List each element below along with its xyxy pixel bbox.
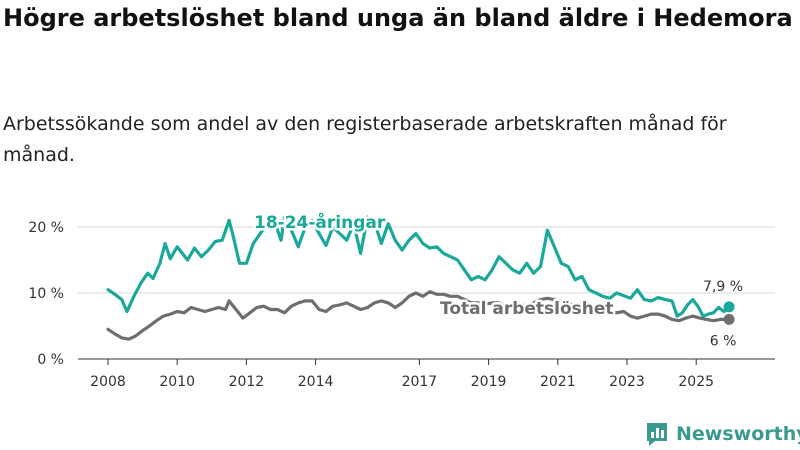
x-tick-label: 2017 [402,374,438,390]
gridlines [78,226,775,294]
total-series-label: Total arbetslöshet [440,299,614,319]
x-tick-label: 2025 [678,374,714,390]
chart-title: Högre arbetslöshet bland unga än bland ä… [3,4,793,32]
y-tick-label: 20 % [28,220,64,236]
labels: 7,9 % 6 % 18-24-åringar Total arbetslöshet [252,209,744,350]
x-tick-label: 2014 [298,374,334,390]
series-lines [106,215,735,341]
axes: 0 % 10 % 20 % 2008 2010 2012 2014 2017 2019 2021 2… [28,220,775,390]
total-end-label: 6 % [710,333,737,349]
y-tick-label: 0 % [37,352,64,368]
x-tick-label: 2008 [90,374,126,390]
youth-end-marker [723,301,735,313]
brand-name: Newsworthy [676,423,800,445]
x-tick-label: 2012 [229,374,265,390]
youth-end-label: 7,9 % [703,279,743,295]
bar-chart-logo-icon [647,423,667,446]
newsworthy-logo[interactable]: Newsworthy [645,420,800,448]
x-tick-label: 2023 [609,374,645,390]
x-tick-label: 2021 [540,374,576,390]
youth-series-line [106,215,731,318]
total-series-line [106,290,731,341]
youth-series-label: 18-24-åringar [254,211,386,233]
total-end-marker [723,313,735,325]
y-tick-label: 10 % [28,286,64,302]
chart-subtitle: Arbetssökande som andel av den registerb… [3,113,727,166]
x-tick-label: 2010 [159,374,195,390]
x-tick-label: 2019 [471,374,507,390]
